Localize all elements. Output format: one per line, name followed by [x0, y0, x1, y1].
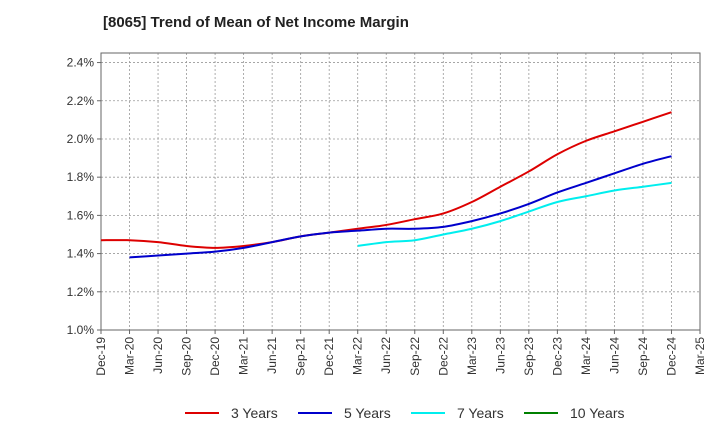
legend-swatch: [524, 412, 558, 414]
x-tick-label: Jun-22: [379, 337, 393, 374]
x-tick-label: Dec-23: [550, 337, 564, 376]
y-tick-label: 1.2%: [67, 285, 95, 299]
x-tick-label: Dec-20: [208, 337, 222, 376]
x-tick-label: Dec-19: [94, 337, 108, 376]
legend-label: 5 Years: [344, 405, 391, 421]
x-tick-label: Dec-21: [322, 337, 336, 376]
x-tick-label: Dec-22: [436, 337, 450, 376]
x-tick-label: Jun-23: [493, 337, 507, 374]
x-tick-label: Sep-23: [522, 337, 536, 376]
legend-label: 3 Years: [231, 405, 278, 421]
x-tick-label: Mar-23: [465, 337, 479, 375]
legend-label: 7 Years: [457, 405, 504, 421]
x-tick-label: Mar-22: [351, 337, 365, 375]
legend-item-3-years: 3 Years: [185, 405, 278, 421]
x-tick-label: Sep-21: [294, 337, 308, 376]
x-tick-label: Mar-20: [123, 337, 137, 375]
axes: [97, 52, 701, 334]
x-tick-label: Mar-21: [237, 337, 251, 375]
legend-item-10-years: 10 Years: [524, 405, 625, 421]
tick-labels: Dec-19 Mar-20 Jun-20 Sep-20 Dec-20 Mar-21 Jun-…: [67, 56, 707, 376]
y-tick-label: 1.6%: [67, 208, 95, 222]
y-tick-label: 2.2%: [67, 94, 95, 108]
series-line-7-years: [357, 181, 672, 247]
y-tick-label: 1.8%: [67, 170, 95, 184]
legend-swatch: [411, 412, 445, 414]
series-line-5-years: [129, 155, 672, 259]
legend-swatch: [185, 412, 219, 414]
x-tick-label: Mar-25: [693, 337, 707, 375]
y-tick-label: 1.4%: [67, 247, 95, 261]
y-tick-label: 2.4%: [67, 56, 95, 70]
plot-frame: [100, 52, 701, 331]
x-tick-label: Sep-22: [408, 337, 422, 376]
y-tick-label: 2.0%: [67, 132, 95, 146]
x-tick-label: Dec-24: [664, 337, 678, 376]
legend-label: 10 Years: [570, 405, 625, 421]
legend-item-5-years: 5 Years: [298, 405, 391, 421]
chart-title: [8065] Trend of Mean of Net Income Margi…: [103, 14, 409, 31]
x-tick-label: Sep-24: [636, 337, 650, 376]
x-tick-label: Jun-20: [151, 337, 165, 374]
series-line-3-years: [100, 111, 672, 249]
y-tick-label: 1.0%: [67, 323, 95, 337]
x-tick-label: Jun-21: [265, 337, 279, 374]
x-tick-label: Mar-24: [579, 337, 593, 375]
legend-swatch: [298, 412, 332, 414]
legend: 3 Years 5 Years 7 Years 10 Years: [0, 405, 720, 425]
series-lines: [100, 111, 672, 259]
x-tick-label: Jun-24: [607, 337, 621, 374]
legend-item-7-years: 7 Years: [411, 405, 504, 421]
x-tick-label: Sep-20: [180, 337, 194, 376]
